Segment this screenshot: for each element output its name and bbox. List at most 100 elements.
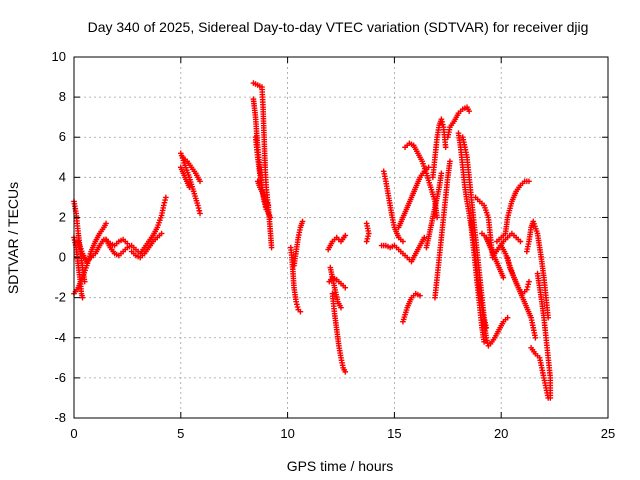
series-t29: [445, 104, 472, 141]
y-tick-label: -4: [54, 330, 66, 345]
data-point: [197, 178, 203, 185]
y-tick-label: 8: [59, 89, 66, 104]
data-point: [342, 369, 349, 375]
data-point: [547, 395, 554, 401]
data-point: [517, 238, 524, 245]
data-point: [400, 238, 406, 245]
y-tick-label: -8: [54, 410, 66, 425]
data-point: [526, 178, 532, 185]
grid: [74, 57, 608, 418]
x-tick-label: 15: [387, 426, 401, 441]
y-tick-label: 10: [52, 49, 66, 64]
series-t40: [528, 345, 551, 401]
series-t35: [487, 314, 511, 347]
data-point: [162, 197, 168, 203]
series-t36: [494, 178, 532, 245]
series-t09: [178, 164, 193, 191]
series-t20: [363, 220, 372, 245]
series-t28: [432, 158, 453, 301]
x-tick-label: 20: [494, 426, 508, 441]
data-point: [524, 286, 530, 293]
series-t24: [400, 290, 423, 325]
data-point: [524, 284, 531, 290]
data-point: [103, 220, 109, 227]
data-point: [263, 206, 270, 213]
data-point: [425, 164, 432, 171]
y-tick-label: -2: [54, 290, 66, 305]
chart-title: Day 340 of 2025, Sidereal Day-to-day VTE…: [88, 19, 589, 35]
data-point: [161, 199, 168, 206]
data-point: [484, 337, 490, 344]
data-point: [364, 236, 371, 242]
y-tick-label: 0: [59, 250, 66, 265]
data-point: [438, 116, 445, 122]
data-point: [434, 214, 440, 221]
series-t33: [472, 194, 496, 261]
series-t23: [395, 164, 432, 231]
series-t15: [291, 218, 306, 269]
data-point: [421, 234, 428, 241]
series-t04: [75, 236, 131, 265]
plot-frame: [73, 56, 609, 419]
data-point: [500, 274, 507, 281]
series-t07: [178, 150, 203, 217]
data-point: [525, 281, 532, 288]
data-point: [196, 207, 203, 214]
data-point: [294, 301, 300, 308]
data-point: [363, 238, 370, 245]
series-t39: [524, 218, 551, 321]
data-point: [297, 308, 304, 315]
data-point: [163, 194, 169, 201]
data-point: [79, 294, 86, 301]
data-point: [265, 202, 272, 209]
data-point: [342, 284, 349, 291]
axis-ticks: 0 5 10 15 20 25 -8 -6 -4 -2 0 2 4 6 8 10: [52, 49, 616, 441]
y-tick-label: 2: [59, 209, 66, 224]
data-point: [158, 230, 165, 237]
y-tick-label: 4: [59, 169, 66, 184]
series-t19: [327, 264, 344, 311]
plot-area: [71, 80, 554, 401]
data-point: [447, 158, 453, 165]
series-t08: [180, 154, 203, 185]
data-point: [504, 314, 511, 321]
data-point: [267, 214, 274, 221]
series-t41: [504, 254, 539, 341]
data-point: [365, 233, 371, 239]
series-t18: [329, 290, 349, 375]
data-point: [438, 170, 445, 177]
series-t21: [378, 234, 428, 265]
data-point: [299, 218, 306, 225]
data-point: [160, 202, 167, 209]
data-point: [197, 210, 203, 217]
y-axis-label: SDTVAR / TECUs: [5, 182, 21, 294]
x-axis-label: GPS time / hours: [287, 458, 394, 474]
series-t32: [468, 218, 492, 349]
data-point: [442, 144, 449, 151]
data-point: [195, 202, 201, 209]
series-t13: [254, 178, 272, 209]
series-t16: [325, 232, 349, 253]
data-point: [481, 338, 487, 345]
series-t06: [128, 230, 165, 261]
series-t14: [288, 244, 304, 315]
data-point: [440, 121, 446, 128]
series-t37: [483, 230, 524, 257]
x-tick-label: 25: [601, 426, 615, 441]
series-t05: [103, 194, 169, 259]
data-point: [338, 304, 344, 311]
data-point: [526, 278, 532, 285]
series-t26: [430, 116, 449, 181]
data-point: [466, 108, 472, 114]
data-point: [262, 203, 269, 210]
data-point: [294, 304, 301, 310]
data-point: [365, 230, 372, 237]
series-t03: [71, 220, 109, 297]
data-point: [483, 334, 490, 341]
y-tick-label: 6: [59, 129, 66, 144]
data-point: [186, 184, 193, 191]
data-point: [268, 244, 275, 251]
x-tick-label: 5: [177, 426, 184, 441]
x-tick-label: 10: [280, 426, 294, 441]
